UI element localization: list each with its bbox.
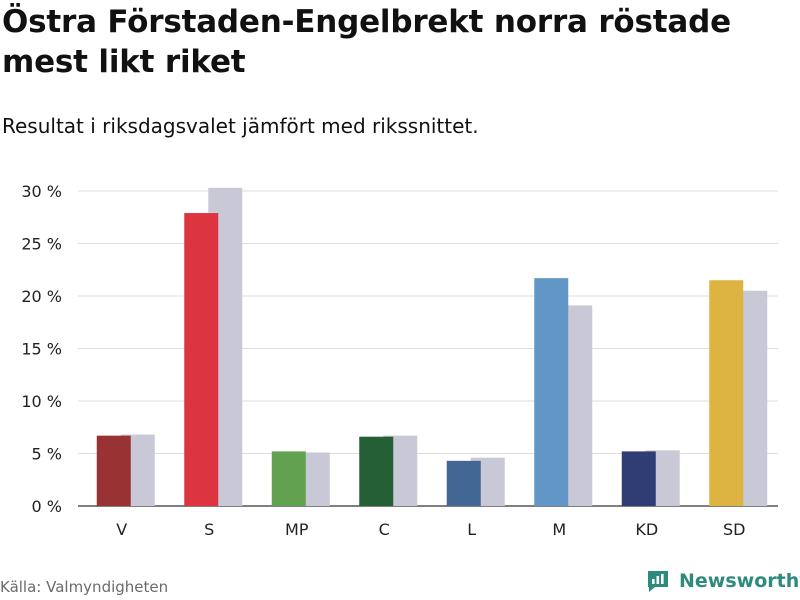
x-tick-label: V [116,520,127,539]
bar-area-kd [621,451,656,506]
bar-area-v [96,435,131,506]
bar-chart: 0 % 5 % 10 % 15 % 20 % 25 % 30 % V S MP C L M KD SD [21,182,778,539]
bar-area-sd [709,280,744,506]
x-tick-label: S [204,520,214,539]
x-tick-label: MP [285,520,309,539]
x-axis-ticks: V S MP C L M KD SD [116,520,745,539]
bar-area-l [446,460,481,506]
brand-logo: Newsworthy [645,568,800,594]
newsworthy-logo-icon [648,571,668,592]
x-tick-label: C [379,520,390,539]
chart-subtitle: Resultat i riksdagsvalet jämfört med rik… [2,114,479,138]
x-tick-label: M [552,520,566,539]
x-tick-label: L [467,520,476,539]
bar-area-mp [271,451,306,506]
bars [96,187,768,507]
y-tick-label: 30 % [21,182,62,201]
x-tick-label: SD [723,520,745,539]
chart-title: Östra Förstaden-Engelbrekt norra röstade… [2,4,731,80]
y-tick-label: 25 % [21,235,62,254]
y-axis-ticks: 0 % 5 % 10 % 15 % 20 % 25 % 30 % [21,182,62,516]
bar-area-m [534,278,569,506]
source-note: Källa: Valmyndigheten [0,578,169,596]
y-tick-label: 20 % [21,287,62,306]
y-tick-label: 10 % [21,392,62,411]
brand-name: Newsworthy [679,570,800,592]
y-tick-label: 0 % [32,497,62,516]
y-tick-label: 5 % [32,445,62,464]
x-tick-label: KD [635,520,658,539]
bar-area-c [359,436,394,506]
bar-area-s [184,213,219,507]
y-tick-label: 15 % [21,340,62,359]
